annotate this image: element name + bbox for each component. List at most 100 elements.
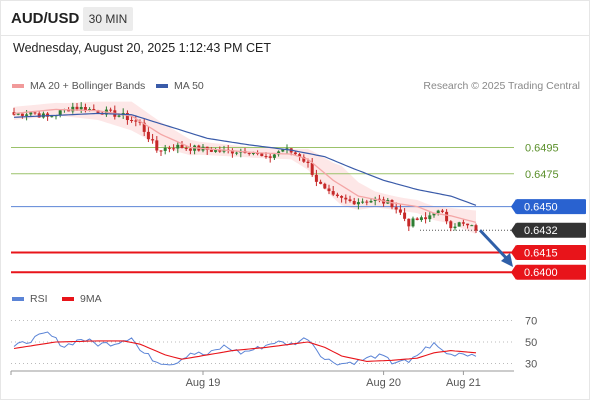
legend-rsi-label: RSI	[30, 293, 48, 305]
candle-body	[247, 153, 251, 155]
legend-rsi-swatch	[12, 297, 24, 301]
candle-body	[12, 112, 16, 115]
legend-ma50: MA 50	[156, 80, 204, 92]
candle-body	[390, 199, 394, 208]
candle-body	[209, 149, 213, 152]
candle-body	[33, 112, 37, 114]
candle-body	[411, 218, 415, 227]
candle-body	[466, 223, 470, 226]
candle-body	[151, 139, 155, 141]
bollinger-band	[14, 101, 476, 235]
level-label-0: 0.6495	[525, 143, 559, 155]
candle-body	[50, 116, 54, 118]
level-tag-2	[516, 199, 586, 215]
candle-body	[428, 215, 432, 220]
candle-body	[461, 222, 465, 224]
level-label-5: 0.6400	[524, 267, 558, 279]
candle-body	[415, 218, 419, 221]
legend-ma20-label: MA 20 + Bollinger Bands	[30, 80, 146, 92]
candle-body	[260, 153, 264, 157]
candle-body	[109, 109, 113, 111]
ma50-line	[13, 112, 477, 206]
legend-rsi-ma-label: 9MA	[80, 293, 102, 305]
candle-body	[327, 188, 331, 192]
timeframe-button[interactable]: 30 MIN	[83, 7, 133, 31]
candle-body	[172, 148, 176, 150]
candle-body	[214, 149, 218, 152]
candle-body	[407, 218, 411, 227]
candle-body	[146, 131, 150, 140]
candle-body	[436, 210, 440, 213]
level-tag-pointer-2	[511, 199, 516, 215]
candle-body	[302, 156, 306, 162]
candle-body	[356, 202, 360, 205]
candle-body	[470, 225, 474, 227]
candle-body	[340, 196, 344, 198]
level-tag-pointer-5	[511, 264, 516, 280]
rsi-tick-70: 70	[525, 315, 537, 327]
rsi-tick-30: 30	[525, 359, 537, 371]
legend-rsi-ma: 9MA	[62, 293, 102, 305]
legend-ma20-swatch	[12, 84, 24, 88]
candle-body	[432, 212, 436, 216]
forecast-arrow-head	[501, 252, 513, 267]
candle-body	[361, 201, 365, 203]
candle-body	[285, 148, 289, 150]
candle-body	[184, 148, 188, 150]
header-bar: AUD/USD 30 MIN	[0, 0, 590, 36]
candle-body	[331, 191, 335, 195]
candle-body	[25, 114, 29, 116]
level-label-2: 0.6450	[524, 202, 558, 214]
legend-rsi-ma-swatch	[62, 297, 74, 301]
candle-body	[138, 121, 142, 123]
candle-body	[188, 148, 192, 151]
legend-rsi: RSI	[12, 293, 48, 305]
candle-body	[167, 147, 171, 149]
candle-body	[314, 174, 318, 182]
candle-body	[180, 144, 184, 149]
ma20-line	[13, 108, 477, 224]
candle-body	[272, 154, 276, 158]
candle-body	[348, 199, 352, 201]
candle-body	[398, 209, 402, 213]
candle-body	[449, 221, 453, 229]
credit-text: Research © 2025 Trading Central	[423, 80, 580, 92]
candle-body	[298, 154, 302, 157]
candle-body	[319, 181, 323, 184]
rsi-tick-50: 50	[525, 337, 537, 349]
candle-body	[79, 107, 83, 110]
candle-body	[403, 212, 407, 219]
candle-body	[125, 113, 129, 121]
rsi-line	[13, 331, 477, 366]
legend-ma50-swatch	[156, 84, 168, 88]
candle-body	[445, 211, 449, 222]
x-tick-label-1: Aug 20	[366, 377, 401, 389]
candle-body	[37, 113, 41, 118]
level-tag-4	[516, 245, 586, 261]
candle-body	[335, 194, 339, 197]
candle-body	[394, 207, 398, 210]
candle-body	[293, 152, 297, 155]
candle-body	[218, 149, 222, 152]
candle-body	[83, 107, 87, 112]
symbol-title: AUD/USD	[11, 10, 80, 27]
level-label-3: 0.6432	[524, 225, 558, 237]
candle-body	[92, 109, 96, 111]
candle-body	[457, 222, 461, 227]
candle-body	[264, 156, 268, 158]
candle-body	[155, 140, 159, 151]
candle-body	[75, 106, 79, 110]
candle-body	[440, 210, 444, 212]
candle-body	[29, 112, 33, 115]
candle-body	[306, 161, 310, 163]
candle-body	[419, 217, 423, 221]
candle-body	[281, 149, 285, 152]
candle-body	[117, 115, 121, 117]
level-tag-5	[516, 264, 586, 280]
legend-ma20: MA 20 + Bollinger Bands	[12, 80, 145, 92]
candle-body	[256, 153, 260, 155]
candle-body	[323, 183, 327, 189]
level-tag-pointer-3	[511, 222, 516, 238]
candle-body	[58, 110, 62, 116]
candle-body	[163, 147, 167, 151]
